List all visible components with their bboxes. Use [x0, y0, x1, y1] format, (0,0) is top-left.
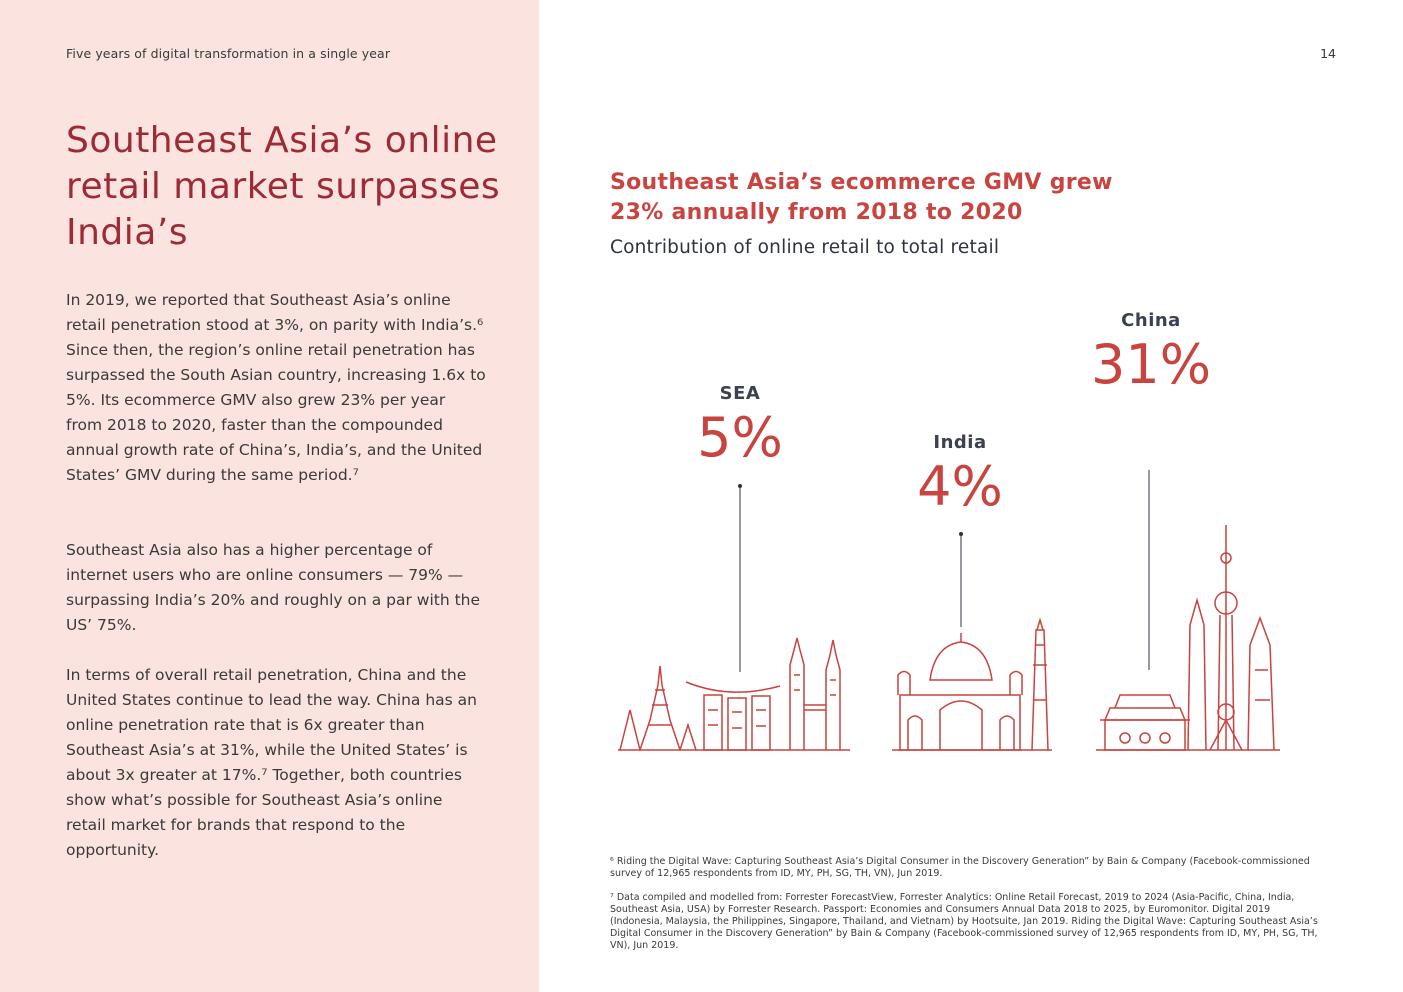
headline: Southeast Asia’s online retail market su… — [66, 120, 501, 253]
leader-line-china — [1148, 470, 1150, 670]
china-landmarks-icon — [1096, 525, 1280, 751]
infographic-subtitle: Contribution of online retail to total r… — [610, 237, 1000, 258]
left-panel — [0, 0, 539, 992]
infographic-title: Southeast Asia’s ecommerce GMV grew 23% … — [610, 170, 1113, 225]
footnote: ⁷ Data compiled and modelled from: Forre… — [610, 892, 1318, 951]
running-title: Five years of digital transformation in … — [66, 46, 391, 61]
region-label: India — [933, 432, 987, 453]
region-sea: SEA 5% — [640, 383, 840, 468]
body-paragraph: In 2019, we reported that Southeast Asia… — [66, 291, 486, 484]
body-paragraph: In terms of overall retail penetration, … — [66, 666, 478, 859]
region-value: 31% — [1090, 333, 1212, 396]
page-number: 14 — [1320, 46, 1336, 61]
region-india: India 4% — [860, 432, 1060, 517]
skyline-illustration — [618, 470, 1280, 751]
region-value: 4% — [917, 455, 1003, 518]
region-label: China — [1121, 310, 1181, 331]
leader-line-sea — [738, 484, 742, 672]
region-china: China 31% — [1051, 310, 1251, 395]
sea-landmarks-icon — [618, 637, 850, 751]
region-value: 5% — [697, 406, 783, 469]
india-landmarks-icon — [892, 617, 1052, 751]
footnote: ⁶ Riding the Digital Wave: Capturing Sou… — [610, 856, 1310, 879]
body-paragraph: Southeast Asia also has a higher percent… — [66, 541, 481, 634]
leader-line-india — [959, 532, 963, 627]
region-label: SEA — [719, 383, 761, 404]
